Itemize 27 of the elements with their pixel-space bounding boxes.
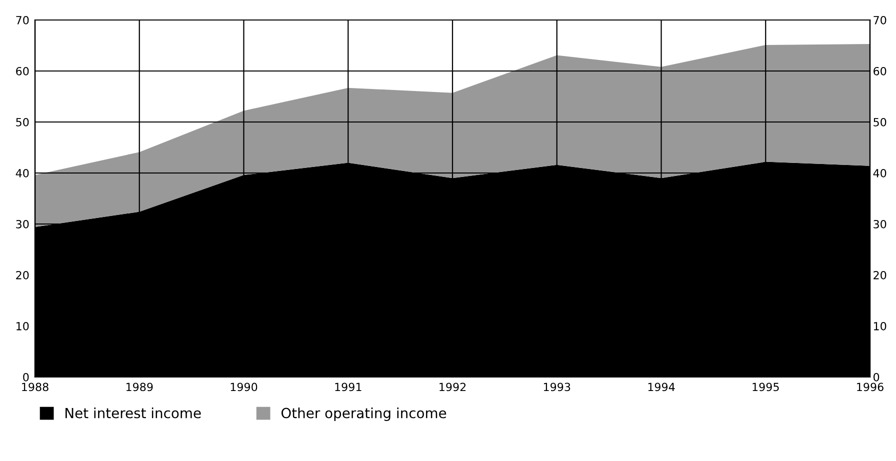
y2-tick-label: 60 <box>874 66 886 76</box>
y2-tick-label: 0 <box>874 372 880 382</box>
y2-tick-label: 50 <box>874 118 886 126</box>
x-tick-label: 1990 <box>230 382 258 392</box>
x-tick-label: 1995 <box>752 382 779 392</box>
y-tick-label: 30 <box>16 220 29 228</box>
y-tick-label: 0 <box>23 372 29 382</box>
y-tick-label: 40 <box>16 168 29 178</box>
legend-label: Other operating income <box>281 408 446 421</box>
x-tick-label: 1991 <box>335 382 362 392</box>
y-tick-label: 60 <box>16 66 29 76</box>
x-tick-label: 1989 <box>126 382 153 392</box>
legend-label: Net interest income <box>66 408 201 418</box>
y-tick-label: 50 <box>16 118 29 126</box>
x-tick-label: 1992 <box>440 382 466 392</box>
y2-tick-label: 70 <box>874 16 886 24</box>
y-tick-label: 20 <box>16 270 29 280</box>
y-tick-label: 70 <box>16 16 29 24</box>
x-tick-label: 1996 <box>857 382 884 392</box>
y2-tick-label: 40 <box>873 168 886 178</box>
x-tick-label: 1994 <box>648 382 675 392</box>
y2-tick-label: 30 <box>874 220 886 228</box>
y2-tick-label: 10 <box>874 322 886 330</box>
y2-tick-label: 20 <box>874 270 886 280</box>
y-tick-label: 10 <box>16 322 29 330</box>
x-tick-label: 1988 <box>22 382 48 392</box>
x-tick-label: 1993 <box>544 382 570 392</box>
